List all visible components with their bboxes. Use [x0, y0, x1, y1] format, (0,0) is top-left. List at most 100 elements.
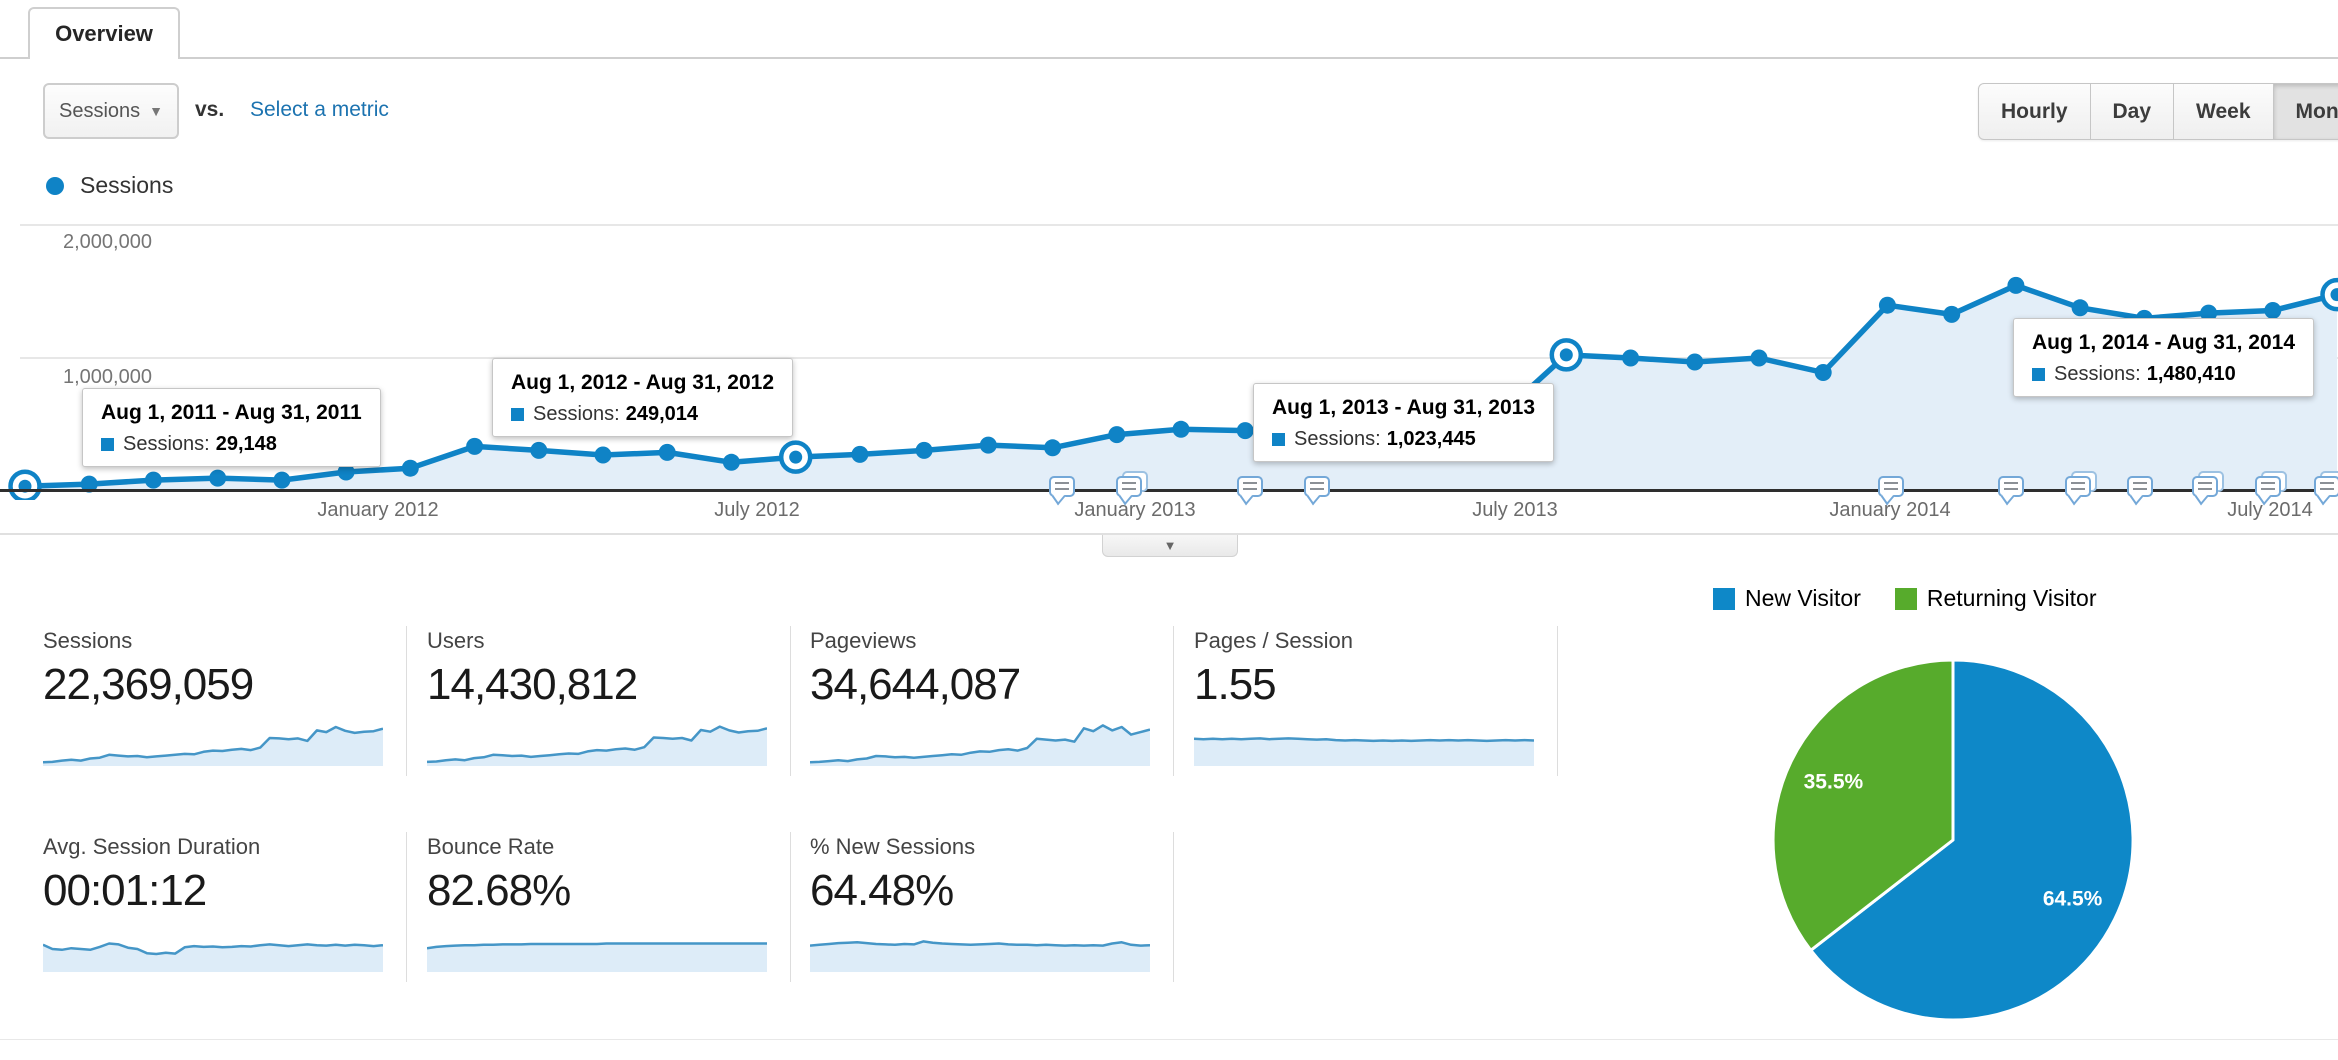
- data-point-dot[interactable]: [1236, 422, 1254, 440]
- data-point-dot[interactable]: [337, 463, 355, 481]
- new-visitor-swatch-icon: [1713, 587, 1735, 610]
- series-swatch-icon: [2032, 368, 2045, 381]
- data-point-dot[interactable]: [1878, 296, 1896, 314]
- data-point-dot[interactable]: [1943, 305, 1961, 323]
- pie-slice-returning-visitor: [1771, 658, 1955, 952]
- tooltip-value: 1,023,445: [1386, 428, 1476, 450]
- sessions-legend-label: Sessions: [80, 172, 174, 198]
- data-point-dot[interactable]: [1686, 353, 1704, 371]
- data-point-dot[interactable]: [1750, 349, 1768, 367]
- data-point-dot[interactable]: [2200, 304, 2218, 322]
- card-divider: [406, 832, 407, 982]
- annotation-flag-icon[interactable]: [2314, 476, 2338, 497]
- series-swatch-icon: [511, 408, 524, 421]
- sparkline-line: [427, 942, 767, 950]
- data-point-dot[interactable]: [1172, 420, 1190, 438]
- sparkline-line: [810, 724, 1150, 764]
- metric-card-pageviews: Pageviews 34,644,087: [810, 628, 1155, 766]
- card-divider: [1173, 626, 1174, 776]
- data-point-dot[interactable]: [2007, 276, 2025, 294]
- data-point-dot[interactable]: [144, 471, 162, 489]
- sessions-legend-dot-icon: [46, 176, 64, 195]
- data-point-dot[interactable]: [1108, 426, 1126, 444]
- tooltip-series-label: Sessions:: [1294, 428, 1381, 450]
- tooltip-series-label: Sessions:: [533, 403, 620, 425]
- metric-value: 1.55: [1194, 660, 1277, 709]
- chart-bottom-rule: [0, 533, 2338, 535]
- data-point-dot[interactable]: [658, 443, 676, 461]
- data-point-dot[interactable]: [80, 475, 98, 493]
- pie-slice-label: 64.5%: [2043, 888, 2103, 911]
- granularity-month-button[interactable]: Month: [2273, 83, 2338, 140]
- data-point-dot[interactable]: [722, 453, 740, 471]
- annotation-flag-icon[interactable]: [2255, 476, 2281, 497]
- data-point-dot[interactable]: [2071, 299, 2089, 317]
- data-point-dot[interactable]: [273, 471, 291, 489]
- select-a-metric-link[interactable]: Select a metric: [250, 98, 389, 121]
- data-point-dot[interactable]: [594, 446, 612, 464]
- card-divider: [790, 626, 791, 776]
- metric-label: % New Sessions: [810, 834, 976, 859]
- tooltip-value: 249,014: [625, 403, 699, 425]
- sparkline-area: [810, 725, 1150, 766]
- pie-slice-label: 35.5%: [1804, 770, 1864, 793]
- annotation-flag-icon[interactable]: [1116, 476, 1142, 497]
- tooltip-date-range: Aug 1, 2014 - Aug 31, 2014: [2032, 331, 2296, 354]
- highlighted-data-point[interactable]: [2320, 277, 2338, 312]
- annotation-flag-icon[interactable]: [1998, 476, 2024, 497]
- annotation-flag-icon[interactable]: [2192, 476, 2218, 497]
- sparkline-area: [810, 941, 1150, 972]
- highlighted-data-point-center: [2330, 288, 2338, 302]
- card-divider: [790, 832, 791, 982]
- annotation-flag-icon[interactable]: [1304, 476, 1330, 497]
- gridline-2m: [20, 224, 2338, 226]
- chart-legend: Sessions: [46, 172, 173, 199]
- metric-selector-dropdown[interactable]: Sessions ▼: [43, 83, 179, 139]
- data-point-dot[interactable]: [2264, 302, 2282, 319]
- metric-label: Avg. Session Duration: [43, 834, 261, 859]
- annotation-flag-icon[interactable]: [1049, 476, 1075, 497]
- page-bottom-rule: [0, 1039, 2338, 1040]
- data-point-dot[interactable]: [915, 441, 933, 459]
- metric-value: 64.48%: [810, 866, 954, 915]
- granularity-button-group: Hourly Day Week Month: [1978, 83, 2338, 140]
- sparkline-line: [43, 942, 383, 956]
- annotation-flag-icon[interactable]: [1237, 476, 1263, 497]
- data-point-dot[interactable]: [851, 445, 869, 463]
- metric-value: 82.68%: [427, 866, 571, 915]
- metric-value: 34,644,087: [810, 660, 1021, 709]
- data-point-dot[interactable]: [466, 437, 484, 455]
- data-point-dot[interactable]: [1044, 439, 1062, 457]
- annotation-flag-icon[interactable]: [1878, 476, 1904, 497]
- data-point-dot[interactable]: [209, 469, 227, 487]
- tooltip-date-range: Aug 1, 2012 - Aug 31, 2012: [511, 371, 775, 394]
- legend-label: Returning Visitor: [1926, 585, 2097, 611]
- data-point-dot[interactable]: [979, 436, 997, 454]
- data-point-dot[interactable]: [530, 441, 548, 459]
- tooltip-value: 29,148: [215, 433, 277, 455]
- annotation-flag-icon[interactable]: [2065, 476, 2091, 497]
- sparkline-area: [43, 727, 383, 766]
- sparkline-line: [1194, 737, 1534, 743]
- metric-label: Pageviews: [810, 628, 917, 653]
- metric-label: Users: [427, 628, 485, 653]
- users-sparkline: [427, 725, 767, 766]
- visitor-type-pie-chart: 64.5% 35.5%: [1771, 658, 2135, 1022]
- data-point-dot[interactable]: [1814, 364, 1832, 381]
- tab-overview[interactable]: Overview: [28, 7, 180, 59]
- sparkline-area: [43, 943, 383, 972]
- granularity-hourly-button[interactable]: Hourly: [1978, 83, 2091, 140]
- sparkline-line: [810, 940, 1150, 947]
- data-point-dot[interactable]: [401, 459, 419, 477]
- legend-item-returning-visitor: Returning Visitor: [1894, 585, 2097, 612]
- data-point-dot[interactable]: [1622, 349, 1640, 367]
- sessions-area-fill: [25, 285, 2337, 490]
- sessions-sparkline: [43, 725, 383, 766]
- metric-value: 22,369,059: [43, 660, 254, 709]
- chart-collapse-handle[interactable]: ▼: [1102, 535, 1238, 557]
- annotation-flag-icon[interactable]: [2127, 476, 2153, 497]
- granularity-week-button[interactable]: Week: [2174, 83, 2274, 140]
- granularity-day-button[interactable]: Day: [2090, 83, 2175, 140]
- sparkline-line: [427, 725, 767, 764]
